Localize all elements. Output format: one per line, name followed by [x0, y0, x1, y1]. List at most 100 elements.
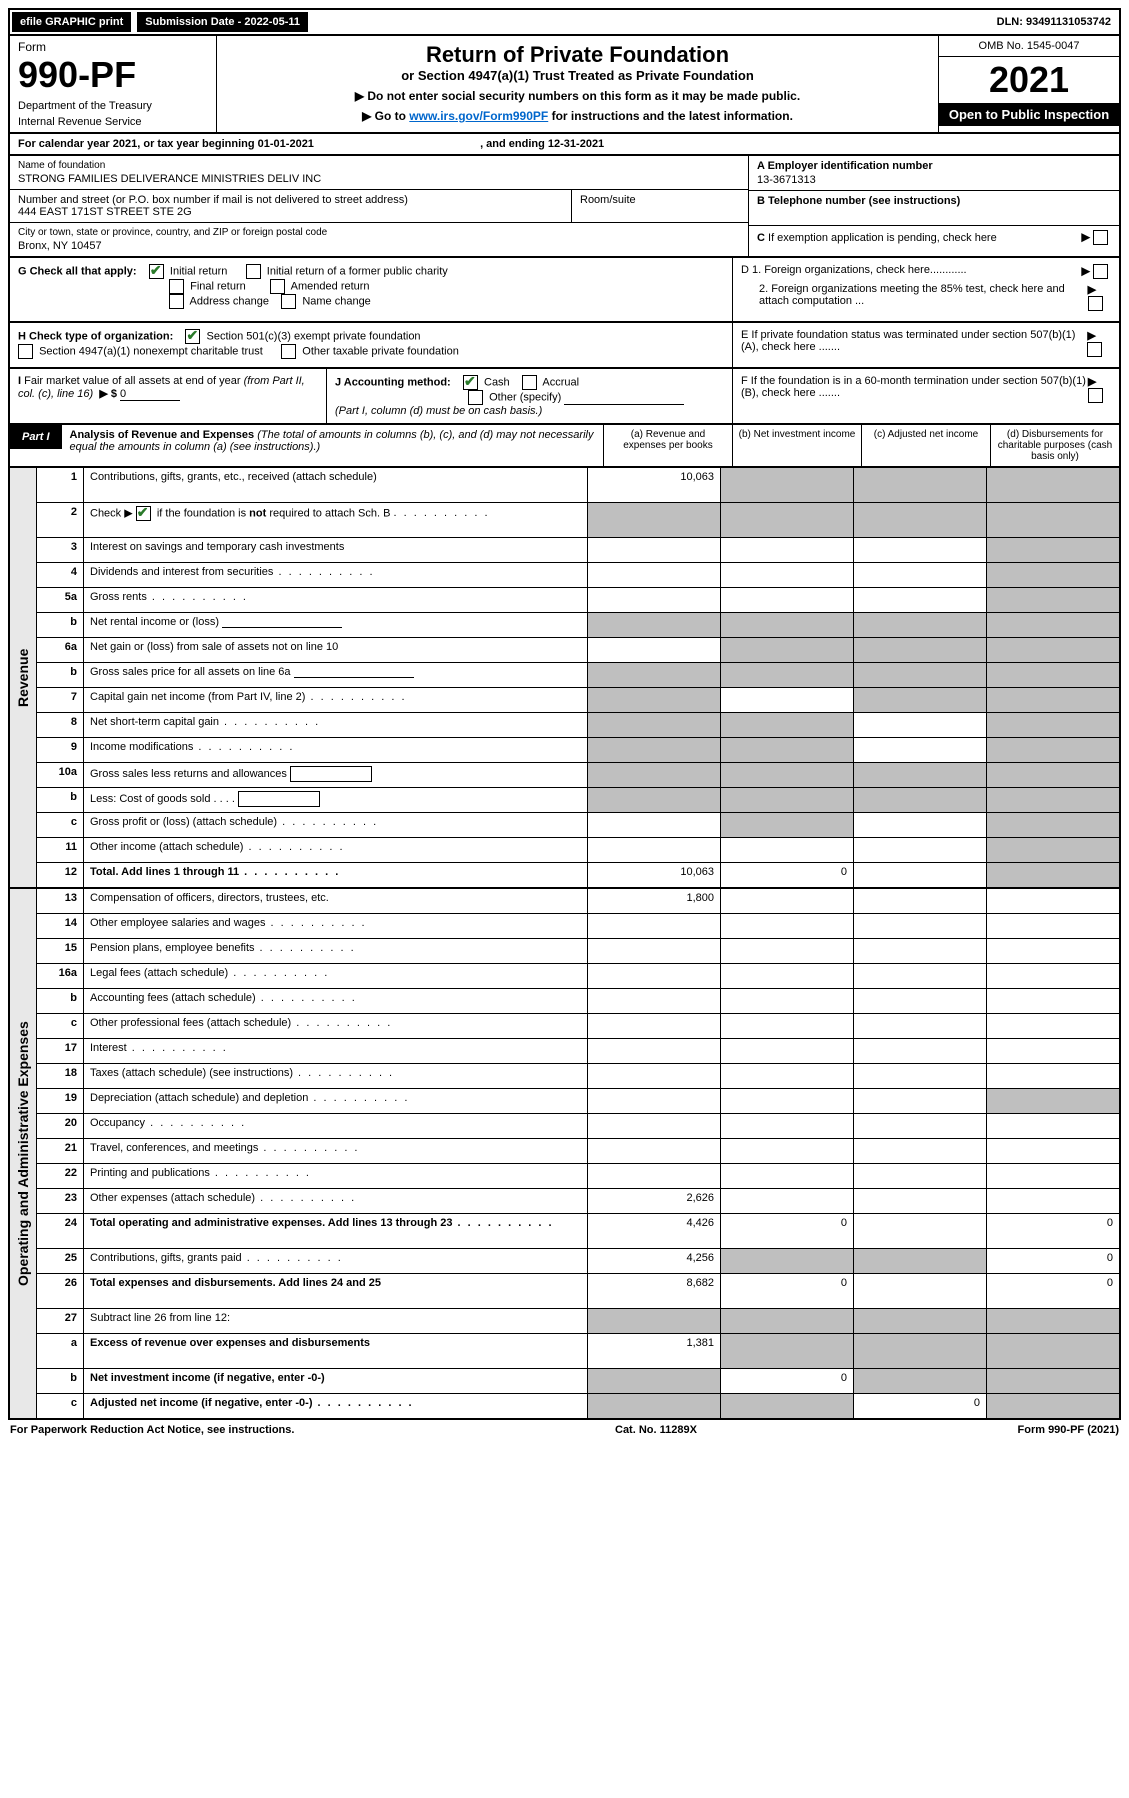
- lbl-15: Pension plans, employee benefits: [84, 939, 587, 963]
- l2-checkbox[interactable]: [136, 506, 151, 521]
- efile-print-button[interactable]: efile GRAPHIC print: [10, 10, 133, 34]
- i-section: I I Fair market value of all assets at e…: [10, 369, 327, 423]
- i-value: 0: [120, 388, 180, 401]
- g-amended-checkbox[interactable]: [270, 279, 285, 294]
- irs-label: Internal Revenue Service: [18, 116, 208, 128]
- c-6ba: [587, 663, 720, 687]
- line-26: 26 Total expenses and disbursements. Add…: [37, 1273, 1119, 1308]
- f-label: F If the foundation is in a 60-month ter…: [741, 375, 1088, 403]
- g-initial-former-checkbox[interactable]: [246, 264, 261, 279]
- j-other-line: [564, 404, 684, 405]
- page-footer: For Paperwork Reduction Act Notice, see …: [8, 1420, 1121, 1440]
- ln-9: 9: [37, 738, 84, 762]
- f-checkbox[interactable]: [1088, 388, 1103, 403]
- c-18c: [853, 1064, 986, 1088]
- c-15d: [986, 939, 1119, 963]
- line-5a: 5a Gross rents: [37, 587, 1119, 612]
- lbl-3: Interest on savings and temporary cash i…: [84, 538, 587, 562]
- c-14b: [720, 914, 853, 938]
- c-23d: [986, 1189, 1119, 1213]
- g-name-checkbox[interactable]: [281, 294, 296, 309]
- c-26d: 0: [986, 1274, 1119, 1308]
- footer-left: For Paperwork Reduction Act Notice, see …: [10, 1424, 294, 1436]
- lbl-2: Check ▶ if the foundation is not require…: [84, 503, 587, 537]
- c-checkbox[interactable]: [1093, 230, 1108, 245]
- lbl-10c: Gross profit or (loss) (attach schedule): [84, 813, 587, 837]
- submission-date-label-text: Submission Date -: [145, 16, 244, 28]
- phone-label: B Telephone number (see instructions): [757, 195, 1111, 207]
- irs-link[interactable]: www.irs.gov/Form990PF: [409, 109, 548, 123]
- d1-checkbox[interactable]: [1093, 264, 1108, 279]
- e-checkbox[interactable]: [1087, 342, 1102, 357]
- e-row: E If private foundation status was termi…: [741, 329, 1111, 357]
- j-other-checkbox[interactable]: [468, 390, 483, 405]
- ln-16c: c: [37, 1014, 84, 1038]
- c-1c: [853, 468, 986, 502]
- c-25d: 0: [986, 1249, 1119, 1273]
- c-26a: 8,682: [587, 1274, 720, 1308]
- j-other-label: Other (specify): [489, 391, 561, 403]
- f-section: F If the foundation is in a 60-month ter…: [733, 369, 1119, 423]
- header-right: OMB No. 1545-0047 2021 Open to Public In…: [938, 36, 1119, 132]
- lbl-11: Other income (attach schedule): [84, 838, 587, 862]
- ln-25: 25: [37, 1249, 84, 1273]
- c-21a: [587, 1139, 720, 1163]
- street-address: 444 EAST 171ST STREET STE 2G: [18, 206, 563, 218]
- c-5bd: [986, 613, 1119, 637]
- ln-27c: c: [37, 1394, 84, 1418]
- j-cash-checkbox[interactable]: [463, 375, 478, 390]
- g-name-label: Name change: [302, 295, 371, 307]
- line-10b: b Less: Cost of goods sold . . . .: [37, 787, 1119, 812]
- c-8c: [853, 713, 986, 737]
- c-10bb: [720, 788, 853, 812]
- room-label: Room/suite: [580, 194, 740, 206]
- c-6ad: [986, 638, 1119, 662]
- dln-label: DLN:: [997, 16, 1026, 28]
- c-15a: [587, 939, 720, 963]
- line-16b: b Accounting fees (attach schedule): [37, 988, 1119, 1013]
- c-26b: 0: [720, 1274, 853, 1308]
- part1-label: Part I: [10, 425, 62, 449]
- h-opt2-label: Section 4947(a)(1) nonexempt charitable …: [39, 345, 263, 357]
- g-final-checkbox[interactable]: [169, 279, 184, 294]
- ln-8: 8: [37, 713, 84, 737]
- c-27aa: 1,381: [587, 1334, 720, 1368]
- revenue-side-label: Revenue: [10, 468, 37, 887]
- lbl-22: Printing and publications: [84, 1164, 587, 1188]
- c-11b: [720, 838, 853, 862]
- lbl-5a: Gross rents: [84, 588, 587, 612]
- c-19a: [587, 1089, 720, 1113]
- ln-13: 13: [37, 889, 84, 913]
- lbl-6b: Gross sales price for all assets on line…: [84, 663, 587, 687]
- ein-label: A Employer identification number: [757, 160, 1111, 172]
- c-16ad: [986, 964, 1119, 988]
- cal-mid: , and ending: [480, 138, 548, 150]
- c-27c: [853, 1309, 986, 1333]
- c-14d: [986, 914, 1119, 938]
- lbl-27c: Adjusted net income (if negative, enter …: [84, 1394, 587, 1418]
- line-7: 7 Capital gain net income (from Part IV,…: [37, 687, 1119, 712]
- line-13: 13 Compensation of officers, directors, …: [37, 889, 1119, 913]
- c-24a: 4,426: [587, 1214, 720, 1248]
- c-23a: 2,626: [587, 1189, 720, 1213]
- e-section: E If private foundation status was termi…: [733, 323, 1119, 367]
- line-27b: b Net investment income (if negative, en…: [37, 1368, 1119, 1393]
- d2-label: 2. Foreign organizations meeting the 85%…: [741, 283, 1088, 311]
- h-4947-checkbox[interactable]: [18, 344, 33, 359]
- h-opt1-label: Section 501(c)(3) exempt private foundat…: [207, 330, 421, 342]
- j-accrual-checkbox[interactable]: [522, 375, 537, 390]
- g-initial-label: Initial return: [170, 265, 227, 277]
- c-19d: [986, 1089, 1119, 1113]
- c-10cc: [853, 813, 986, 837]
- c-19b: [720, 1089, 853, 1113]
- c-16cd: [986, 1014, 1119, 1038]
- expenses-body: 13 Compensation of officers, directors, …: [37, 889, 1119, 1418]
- g-initial-checkbox[interactable]: [149, 264, 164, 279]
- ln-27b: b: [37, 1369, 84, 1393]
- g-address-checkbox[interactable]: [169, 294, 184, 309]
- submission-date-label: Submission Date - 2022-05-11: [137, 12, 308, 32]
- h-501c3-checkbox[interactable]: [185, 329, 200, 344]
- d2-checkbox[interactable]: [1088, 296, 1103, 311]
- c-5aa: [587, 588, 720, 612]
- h-other-checkbox[interactable]: [281, 344, 296, 359]
